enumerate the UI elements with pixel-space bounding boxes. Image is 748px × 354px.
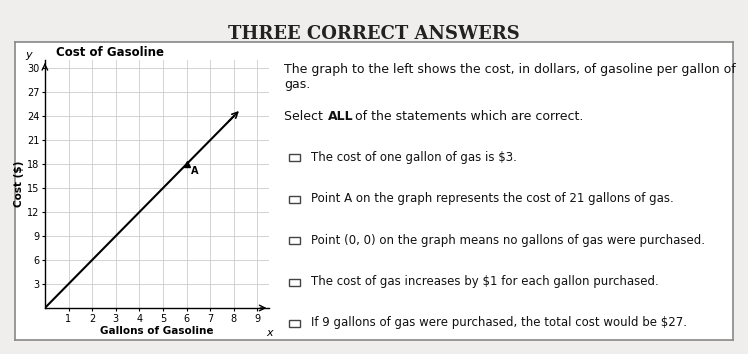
- FancyBboxPatch shape: [289, 196, 300, 203]
- FancyBboxPatch shape: [289, 154, 300, 161]
- Text: Select: Select: [284, 110, 327, 123]
- FancyBboxPatch shape: [289, 279, 300, 286]
- Text: y: y: [25, 50, 31, 60]
- Text: THREE CORRECT ANSWERS: THREE CORRECT ANSWERS: [228, 25, 520, 43]
- Text: If 9 gallons of gas were purchased, the total cost would be $27.: If 9 gallons of gas were purchased, the …: [311, 316, 687, 330]
- Y-axis label: Cost ($): Cost ($): [14, 161, 24, 207]
- Text: Point (0, 0) on the graph means no gallons of gas were purchased.: Point (0, 0) on the graph means no gallo…: [311, 234, 705, 247]
- Text: x: x: [266, 328, 272, 338]
- X-axis label: Gallons of Gasoline: Gallons of Gasoline: [100, 326, 214, 336]
- Text: The cost of one gallon of gas is $3.: The cost of one gallon of gas is $3.: [311, 151, 517, 164]
- Text: The graph to the left shows the cost, in dollars, of gasoline per gallon of gas.: The graph to the left shows the cost, in…: [284, 63, 736, 91]
- FancyBboxPatch shape: [289, 320, 300, 327]
- Text: The cost of gas increases by $1 for each gallon purchased.: The cost of gas increases by $1 for each…: [311, 275, 659, 288]
- FancyBboxPatch shape: [289, 237, 300, 244]
- Text: A: A: [191, 166, 199, 177]
- Text: Point A on the graph represents the cost of 21 gallons of gas.: Point A on the graph represents the cost…: [311, 192, 674, 205]
- Text: of the statements which are correct.: of the statements which are correct.: [351, 110, 583, 123]
- Text: ALL: ALL: [328, 110, 354, 123]
- Text: Cost of Gasoline: Cost of Gasoline: [56, 46, 164, 59]
